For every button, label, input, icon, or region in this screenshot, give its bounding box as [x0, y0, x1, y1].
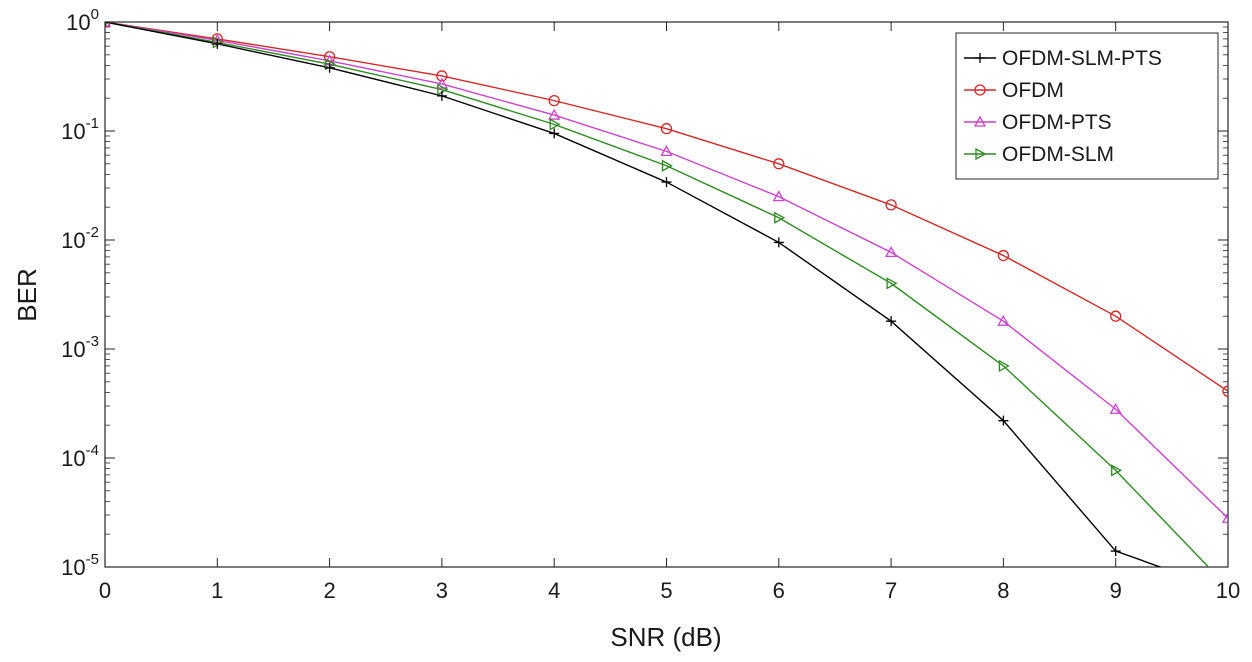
x-tick-label: 10 — [1216, 578, 1240, 603]
data-point-ofdm-pts — [660, 145, 673, 157]
data-point-ofdm-pts — [997, 314, 1010, 326]
legend-marker — [975, 147, 987, 161]
y-tick-base: 10 — [61, 555, 85, 580]
data-point-ofdm-slm — [1111, 464, 1123, 477]
y-tick-label: 100 — [66, 6, 99, 35]
y-tick-base: 10 — [61, 119, 85, 144]
data-point-ofdm — [773, 158, 785, 170]
data-point-ofdm — [997, 249, 1010, 262]
data-point-ofdm — [885, 199, 897, 211]
data-point-ofdm-slm-pts — [212, 38, 223, 49]
y-axis-label: BER — [12, 268, 42, 321]
y-tick-base: 10 — [61, 228, 85, 253]
y-tick-exponent: -1 — [86, 115, 99, 132]
data-point-ofdm-pts — [1221, 511, 1228, 523]
data-point-ofdm-pts — [548, 108, 561, 120]
data-point-ofdm — [436, 70, 448, 82]
y-tick-exponent: -5 — [86, 551, 99, 568]
y-tick-label: 10-4 — [61, 442, 99, 471]
data-point-ofdm-pts — [772, 190, 785, 202]
x-tick-label: 9 — [1110, 578, 1122, 603]
legend-entry: OFDM-PTS — [1002, 111, 1112, 134]
data-point-ofdm-slm-pts — [886, 316, 897, 327]
data-point-ofdm-slm-pts — [436, 90, 447, 101]
data-point-ofdm-slm-pts — [998, 415, 1009, 426]
data-point-ofdm-slm — [774, 211, 786, 224]
y-tick-exponent: 0 — [91, 6, 99, 23]
y-tick-label: 10-2 — [61, 224, 99, 253]
legend-entry: OFDM-SLM-PTS — [1002, 47, 1162, 70]
x-tick-label: 6 — [773, 578, 785, 603]
data-point-ofdm-slm-pts — [1110, 546, 1121, 557]
legend-entry: OFDM — [1002, 79, 1064, 102]
y-tick-exponent: -2 — [86, 224, 99, 241]
x-tick-label: 2 — [323, 578, 335, 603]
y-tick-base: 10 — [66, 10, 90, 35]
y-tick-base: 10 — [61, 337, 85, 362]
x-tick-label: 0 — [99, 578, 111, 603]
y-tick-label: 10-1 — [61, 115, 99, 144]
data-point-ofdm-slm — [549, 118, 561, 131]
x-tick-label: 8 — [997, 578, 1009, 603]
data-point-ofdm-pts — [1109, 402, 1122, 414]
data-point-ofdm-slm-pts — [549, 128, 560, 139]
x-tick-label: 7 — [885, 578, 897, 603]
legend: OFDM-SLM-PTS OFDM OFDM-PTS OFDM-SLM — [955, 32, 1219, 180]
series-line-ofdm — [105, 22, 1228, 392]
data-point-ofdm-slm-pts — [661, 177, 672, 188]
y-tick-base: 10 — [61, 446, 85, 471]
legend-marker — [973, 115, 987, 127]
data-point-ofdm-slm — [998, 359, 1010, 372]
x-tick-label: 1 — [211, 578, 223, 603]
data-point-ofdm-slm-pts — [773, 237, 784, 248]
data-point-ofdm — [660, 123, 673, 135]
data-point-ofdm-slm — [661, 159, 673, 172]
data-point-ofdm-pts — [435, 77, 449, 89]
legend-marker — [974, 84, 986, 96]
y-tick-label: 10-3 — [61, 333, 99, 362]
legend-marker — [975, 53, 985, 63]
x-tick-label: 3 — [436, 578, 448, 603]
markers-layer — [105, 22, 1228, 557]
series-line-ofdm-slm — [105, 22, 1210, 567]
y-tick-exponent: -3 — [86, 333, 99, 350]
x-tick-label: 5 — [660, 578, 672, 603]
data-point-ofdm — [548, 94, 560, 107]
data-point-ofdm-slm-pts — [324, 62, 335, 73]
x-axis-label: SNR (dB) — [610, 622, 721, 652]
legend-entry: OFDM-SLM — [1002, 143, 1114, 166]
x-tick-label: 4 — [548, 578, 560, 603]
data-point-ofdm-slm — [886, 277, 898, 290]
data-point-ofdm — [1110, 310, 1122, 322]
series-line-ofdm-pts — [105, 22, 1228, 519]
data-point-ofdm — [1222, 385, 1228, 397]
y-tick-exponent: -4 — [86, 442, 99, 459]
data-point-ofdm-pts — [884, 246, 898, 258]
legend-box — [955, 32, 1219, 180]
y-tick-label: 10-5 — [61, 551, 99, 580]
